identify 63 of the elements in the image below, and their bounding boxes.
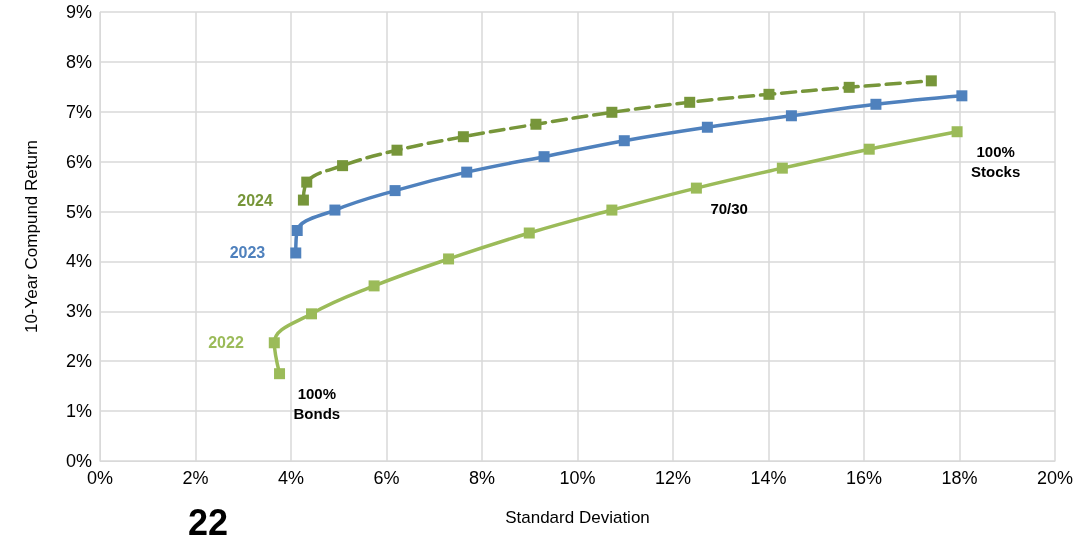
- point: [956, 90, 968, 102]
- point: [843, 81, 855, 93]
- annotation: 100% Stocks: [971, 143, 1021, 181]
- y-axis-title: 10-Year Compund Return: [22, 139, 41, 334]
- y-tick-label: 4%: [65, 251, 92, 272]
- point: [523, 227, 535, 239]
- annotation: 100% Bonds: [293, 385, 341, 423]
- x-axis-title: Standard Deviation: [505, 508, 650, 527]
- point: [443, 253, 455, 265]
- text: 22: [188, 501, 229, 540]
- x-tick-label: 8%: [468, 468, 495, 488]
- point: [701, 121, 713, 133]
- point: [297, 194, 309, 206]
- point: [618, 135, 630, 147]
- point: [274, 368, 286, 380]
- y-tick-label: 9%: [65, 2, 92, 22]
- x-tick-label: 6%: [373, 468, 400, 488]
- y-tick-label: 5%: [65, 201, 92, 222]
- series-label: 2024: [237, 191, 274, 209]
- point: [690, 182, 702, 194]
- point: [306, 308, 318, 320]
- point: [530, 118, 542, 130]
- x-tick-label: 10%: [559, 468, 596, 488]
- point: [951, 126, 963, 138]
- point: [776, 162, 788, 174]
- point: [268, 337, 280, 349]
- point: [870, 98, 882, 110]
- point: [457, 131, 469, 143]
- y-tick-label: 2%: [65, 351, 92, 372]
- x-tick-label: 2%: [182, 468, 209, 488]
- y-tick-label: 1%: [65, 401, 92, 422]
- y-tick-label: 8%: [65, 51, 92, 72]
- point: [785, 110, 797, 122]
- point: [606, 106, 618, 118]
- point: [337, 160, 349, 172]
- point: [461, 166, 473, 178]
- series-label: 2023: [229, 244, 266, 262]
- point: [763, 88, 775, 100]
- point: [291, 225, 303, 237]
- point: [290, 247, 302, 259]
- x-tick-label: 0%: [86, 468, 114, 488]
- x-tick-label: 4%: [277, 468, 305, 488]
- point: [606, 204, 618, 216]
- x-tick-label: 16%: [845, 468, 883, 488]
- point: [301, 176, 313, 188]
- point: [684, 96, 696, 108]
- x-tick-label: 14%: [750, 468, 787, 488]
- point: [368, 280, 380, 292]
- point: [391, 144, 403, 156]
- x-tick-label: 12%: [654, 468, 692, 488]
- y-tick-label: 6%: [65, 151, 92, 172]
- x-tick-label: 18%: [941, 468, 978, 488]
- point: [863, 143, 875, 155]
- y-tick-label: 3%: [65, 301, 92, 322]
- point: [925, 75, 937, 87]
- series-label: 2022: [208, 334, 244, 352]
- point: [329, 204, 341, 216]
- y-tick-label: 7%: [65, 101, 92, 122]
- y-tick-label: 0%: [65, 451, 92, 471]
- point: [389, 185, 401, 197]
- x-tick-label: 20%: [1036, 468, 1073, 488]
- annotation: 70/30: [710, 199, 748, 217]
- point: [538, 151, 550, 163]
